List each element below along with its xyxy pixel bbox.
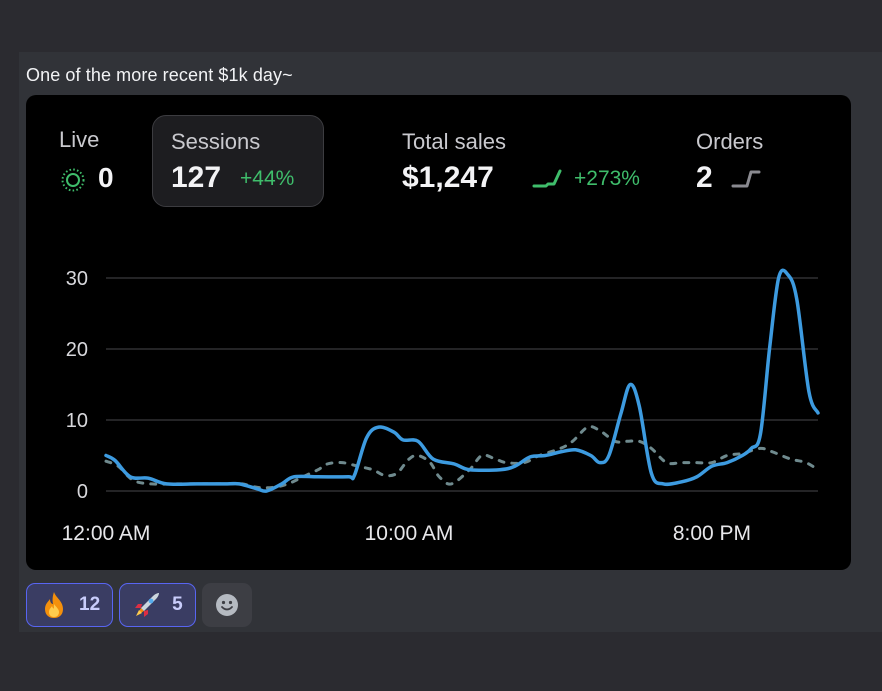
live-label: Live (59, 127, 100, 152)
orders-value: 2 (696, 161, 713, 194)
sessions-value: 127 (171, 161, 222, 194)
sessions-line-chart: 0 10 20 30 12:00 AM 10:00 AM 8:00 PM (62, 268, 820, 545)
fire-emoji-icon (45, 592, 63, 618)
orders-trend-icon (731, 170, 761, 188)
y-tick-label: 10 (66, 410, 88, 432)
bottom-bar (0, 632, 882, 691)
reactions-bar: 12 5 (26, 583, 252, 627)
total-sales-label: Total sales (402, 129, 506, 154)
sessions-delta: +44% (240, 167, 295, 190)
rocket-emoji-icon (135, 593, 160, 617)
x-tick-label: 12:00 AM (62, 522, 151, 545)
live-status-icon (61, 168, 85, 192)
analytics-image[interactable]: Live 0 Sessions 127 +44% Total sales $1,… (26, 95, 851, 570)
reaction-fire[interactable]: 12 (26, 583, 114, 627)
smiley-icon (215, 594, 238, 616)
sessions-label: Sessions (171, 129, 261, 154)
total-sales-value: $1,247 (402, 161, 494, 194)
live-value: 0 (98, 162, 114, 193)
current-period-line (104, 268, 820, 493)
orders-label: Orders (696, 129, 764, 154)
x-tick-label: 10:00 AM (365, 522, 454, 545)
y-tick-label: 20 (66, 339, 88, 361)
sessions-card[interactable] (152, 115, 324, 207)
reaction-rocket[interactable]: 5 (119, 583, 196, 627)
add-reaction-button[interactable] (201, 583, 252, 627)
x-tick-label: 8:00 PM (673, 522, 751, 545)
top-bar (0, 0, 882, 52)
previous-period-line (104, 425, 820, 490)
total-sales-delta: +273% (574, 167, 640, 190)
y-tick-label: 0 (77, 481, 88, 503)
reaction-fire-count: 12 (79, 594, 101, 615)
chat-message: One of the more recent $1k day~ Live 0 S… (19, 52, 882, 632)
reaction-rocket-count: 5 (172, 594, 183, 615)
message-text: One of the more recent $1k day~ (26, 65, 293, 85)
y-tick-label: 30 (66, 268, 88, 290)
sales-trend-icon (532, 169, 562, 188)
